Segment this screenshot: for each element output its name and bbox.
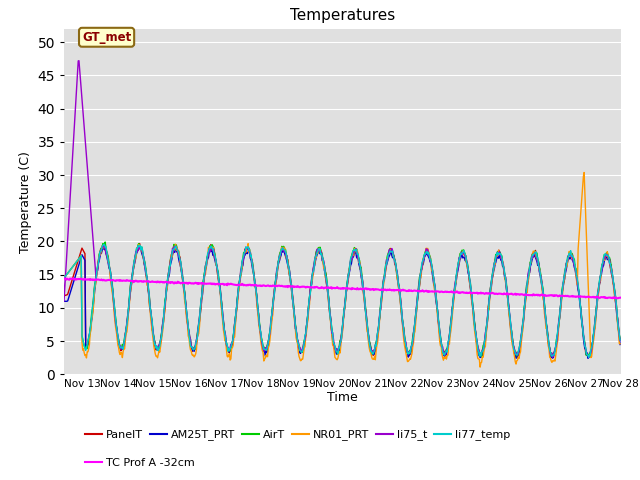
AirT <box>110 300 118 306</box>
NR01_PRT <box>265 343 273 348</box>
AM25T_PRT <box>110 304 118 310</box>
TC Prof A -32cm <box>42 275 50 281</box>
li75_t <box>426 252 433 258</box>
TC Prof A -32cm <box>616 295 624 300</box>
PanelT <box>393 271 401 277</box>
NR01_PRT <box>215 281 223 287</box>
NR01_PRT <box>42 299 50 304</box>
li75_t <box>42 299 50 304</box>
AirT <box>101 239 109 245</box>
PanelT <box>616 336 624 342</box>
Title: Temperatures: Temperatures <box>290 9 395 24</box>
Line: PanelT: PanelT <box>46 243 620 358</box>
li77_temp <box>42 299 50 304</box>
TC Prof A -32cm <box>266 283 274 289</box>
NR01_PRT <box>476 364 484 370</box>
PanelT <box>216 284 223 289</box>
AirT <box>216 282 223 288</box>
li77_temp <box>616 337 624 343</box>
X-axis label: Time: Time <box>327 391 358 404</box>
AirT <box>426 252 433 257</box>
AM25T_PRT <box>216 284 223 289</box>
TC Prof A -32cm <box>614 295 621 301</box>
AirT <box>616 337 624 343</box>
li77_temp <box>100 241 108 247</box>
TC Prof A -32cm <box>110 277 118 283</box>
TC Prof A -32cm <box>426 289 433 295</box>
NR01_PRT <box>392 267 400 273</box>
AM25T_PRT <box>42 299 50 304</box>
AM25T_PRT <box>616 342 624 348</box>
Line: NR01_PRT: NR01_PRT <box>46 172 620 367</box>
AirT <box>266 328 274 334</box>
PanelT <box>244 244 252 250</box>
PanelT <box>266 329 274 335</box>
AirT <box>42 299 50 304</box>
NR01_PRT <box>243 246 251 252</box>
NR01_PRT <box>616 341 624 347</box>
AM25T_PRT <box>244 249 252 255</box>
TC Prof A -32cm <box>393 287 401 293</box>
AirT <box>478 354 486 360</box>
li75_t <box>216 282 223 288</box>
Line: li75_t: li75_t <box>46 60 620 357</box>
Y-axis label: Temperature (C): Temperature (C) <box>19 151 32 252</box>
Line: AirT: AirT <box>46 242 620 357</box>
AM25T_PRT <box>266 330 274 336</box>
Legend: TC Prof A -32cm: TC Prof A -32cm <box>81 454 200 472</box>
AirT <box>244 244 252 250</box>
li77_temp <box>266 329 274 335</box>
Text: GT_met: GT_met <box>82 31 131 44</box>
AM25T_PRT <box>101 245 109 251</box>
PanelT <box>136 240 143 246</box>
li77_temp <box>585 354 593 360</box>
NR01_PRT <box>109 300 117 305</box>
li75_t <box>549 354 557 360</box>
Line: li77_temp: li77_temp <box>46 244 620 357</box>
AirT <box>393 269 401 275</box>
li75_t <box>75 58 83 63</box>
li77_temp <box>393 271 401 276</box>
li77_temp <box>216 285 223 291</box>
TC Prof A -32cm <box>45 275 53 280</box>
li75_t <box>616 338 624 344</box>
li77_temp <box>110 300 118 306</box>
TC Prof A -32cm <box>244 282 252 288</box>
NR01_PRT <box>580 169 588 175</box>
li77_temp <box>244 244 252 250</box>
li77_temp <box>426 252 433 258</box>
PanelT <box>42 299 50 304</box>
li75_t <box>266 331 274 336</box>
NR01_PRT <box>424 249 432 254</box>
TC Prof A -32cm <box>216 281 223 287</box>
li75_t <box>244 247 252 253</box>
PanelT <box>426 252 433 258</box>
li75_t <box>393 268 401 274</box>
AM25T_PRT <box>393 274 401 280</box>
AM25T_PRT <box>426 255 433 261</box>
PanelT <box>109 296 117 301</box>
li75_t <box>110 303 118 309</box>
AM25T_PRT <box>584 355 592 361</box>
PanelT <box>548 355 556 360</box>
Line: AM25T_PRT: AM25T_PRT <box>46 248 620 358</box>
Line: TC Prof A -32cm: TC Prof A -32cm <box>46 277 620 298</box>
